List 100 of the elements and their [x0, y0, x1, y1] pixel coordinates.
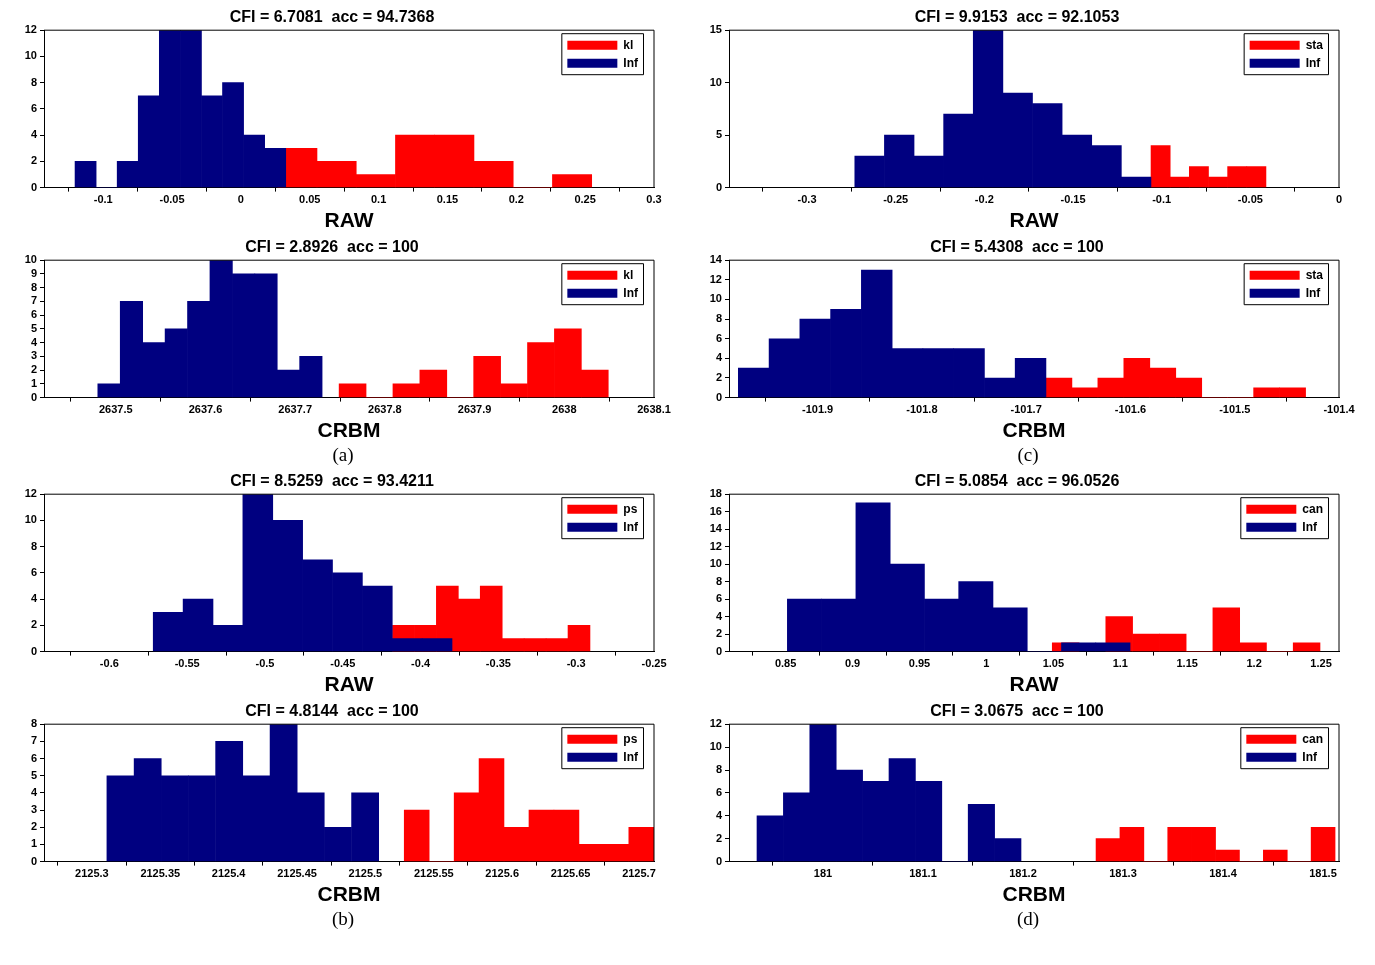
- y-tick-label: 2: [715, 627, 722, 640]
- x-tick-label: 0: [237, 193, 244, 206]
- x-tick-label: 2125.55: [413, 867, 454, 880]
- y-tick-label: 2: [30, 618, 37, 631]
- x-tick-label: 2125.45: [277, 867, 317, 880]
- x-tick-label: -0.3: [797, 193, 817, 206]
- y-tick-label: 4: [715, 609, 723, 622]
- x-tick-label: -0.5: [255, 657, 275, 670]
- y-tick-label: 8: [30, 539, 37, 552]
- x-tick-label: 2125.3: [75, 867, 109, 880]
- chart-title: CFI = 6.7081 acc = 94.7368: [229, 8, 435, 26]
- x-tick-label: 0.3: [646, 193, 662, 206]
- legend-label: Inf: [1302, 749, 1318, 764]
- x-tick-label: -0.15: [1060, 193, 1086, 206]
- y-tick-label: 0: [715, 390, 722, 403]
- legend-label: Inf: [1305, 285, 1322, 300]
- y-tick-label: 3: [30, 349, 37, 362]
- chart-title: CFI = 8.5259 acc = 93.4211: [230, 472, 434, 490]
- y-tick-label: 0: [30, 644, 37, 657]
- y-tick-label: 14: [709, 522, 723, 535]
- y-tick-label: 5: [30, 321, 37, 334]
- y-tick-label: 4: [715, 808, 723, 821]
- y-tick-label: 0: [30, 180, 37, 193]
- y-tick-label: 12: [24, 23, 37, 36]
- x-tick-label: 2125.5: [348, 867, 383, 880]
- y-tick-label: 8: [715, 574, 722, 587]
- chart-title: CFI = 4.8144 acc = 100: [245, 702, 419, 720]
- y-tick-label: 18: [709, 487, 722, 500]
- legend-label: Inf: [623, 749, 639, 764]
- x-tick-label: 181.3: [1109, 867, 1137, 880]
- y-tick-label: 4: [30, 785, 38, 798]
- x-axis-title: RAW: [1009, 672, 1059, 696]
- legend-label: kl: [623, 267, 634, 282]
- x-tick-label: 2637.7: [278, 403, 312, 416]
- x-tick-label: 2125.6: [485, 867, 520, 880]
- bar: [1310, 826, 1336, 862]
- x-tick-label: -0.45: [330, 657, 356, 670]
- x-tick-label: 1: [983, 657, 990, 670]
- y-tick-label: 4: [30, 335, 38, 348]
- x-tick-label: 0.1: [370, 193, 387, 206]
- x-tick-label: 0.25: [574, 193, 596, 206]
- y-tick-label: 10: [709, 75, 722, 88]
- y-tick-label: 4: [30, 128, 38, 141]
- y-tick-label: 8: [715, 312, 722, 325]
- y-tick-label: 12: [709, 272, 722, 285]
- text: (c): [1016, 444, 1040, 467]
- x-axis-title: CRBM: [317, 418, 381, 442]
- x-tick-label: 1.15: [1176, 657, 1198, 670]
- x-tick-label: 2637.9: [457, 403, 492, 416]
- y-tick-label: 8: [30, 280, 37, 293]
- x-tick-label: -0.6: [99, 657, 119, 670]
- y-tick-label: 10: [24, 513, 37, 526]
- text: (a): [331, 444, 355, 467]
- bar: [338, 383, 367, 398]
- y-tick-label: 14: [709, 253, 723, 266]
- x-axis-title: RAW: [1009, 208, 1059, 232]
- text: (b): [330, 908, 356, 931]
- x-tick-label: 0.05: [299, 193, 321, 206]
- legend-label: kl: [623, 37, 634, 52]
- x-tick-label: 2637.8: [368, 403, 402, 416]
- x-tick-label: -0.1: [1152, 193, 1172, 206]
- x-tick-label: -0.1: [93, 193, 113, 206]
- chart-title: CFI = 5.4308 acc = 100: [930, 238, 1104, 256]
- x-tick-label: -101.7: [1010, 403, 1042, 416]
- x-axis-title: CRBM: [1002, 882, 1066, 906]
- x-tick-label: 181.1: [909, 867, 937, 880]
- y-tick-label: 4: [715, 351, 723, 364]
- y-tick-label: 0: [30, 390, 37, 403]
- legend-label: Inf: [623, 55, 639, 70]
- x-tick-label: 2638: [552, 403, 577, 416]
- legend-label: ps: [623, 731, 638, 746]
- y-tick-label: 2: [30, 820, 37, 833]
- x-tick-label: -0.2: [974, 193, 994, 206]
- x-tick-label: 181.2: [1009, 867, 1037, 880]
- y-tick-label: 9: [30, 266, 37, 279]
- x-axis-title: CRBM: [1002, 418, 1066, 442]
- y-tick-label: 6: [30, 751, 37, 764]
- x-tick-label: 2637.6: [188, 403, 223, 416]
- y-tick-label: 3: [30, 803, 37, 816]
- y-tick-label: 6: [30, 308, 37, 321]
- chart-title: CFI = 5.0854 acc = 96.0526: [914, 472, 1120, 490]
- x-tick-label: 2637.5: [98, 403, 133, 416]
- x-tick-label: 2125.35: [140, 867, 181, 880]
- y-tick-label: 2: [30, 363, 37, 376]
- x-tick-label: 0.95: [908, 657, 931, 670]
- x-tick-label: 2125.4: [211, 867, 247, 880]
- x-tick-label: 1.1: [1112, 657, 1128, 670]
- x-tick-label: 0.9: [844, 657, 861, 670]
- x-tick-label: 0: [1335, 193, 1343, 206]
- y-tick-label: 1: [30, 376, 37, 389]
- x-tick-label: -0.05: [1237, 193, 1263, 206]
- y-tick-label: 6: [30, 565, 37, 578]
- legend-label: sta: [1305, 37, 1324, 52]
- x-tick-label: -0.05: [159, 193, 185, 206]
- chart-title: CFI = 3.0675 acc = 100: [930, 702, 1104, 720]
- x-axis-title: RAW: [324, 208, 374, 232]
- x-tick-label: 2125.65: [550, 867, 591, 880]
- legend-label: Inf: [623, 285, 639, 300]
- x-tick-label: -0.25: [883, 193, 909, 206]
- y-tick-label: 1: [30, 837, 37, 850]
